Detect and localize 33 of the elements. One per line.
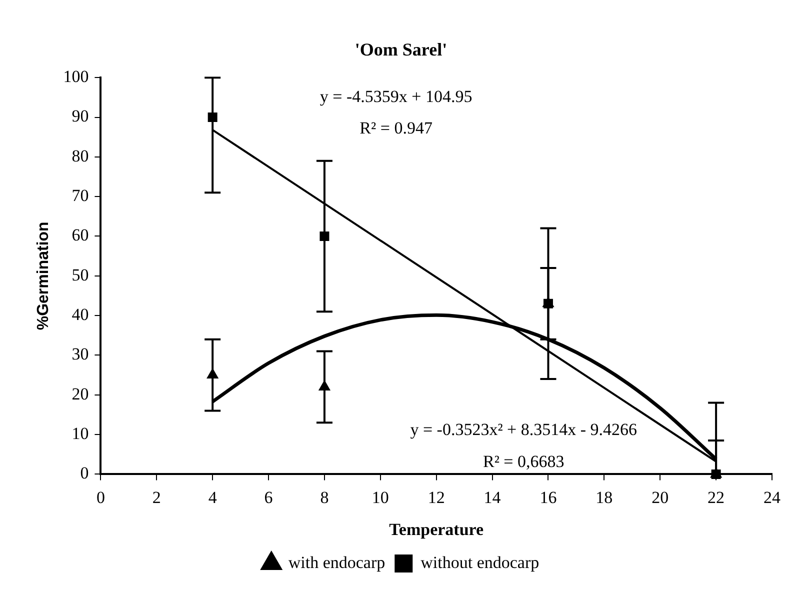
chart-title: 'Oom Sarel': [354, 39, 448, 60]
y-tick-label: 10: [72, 424, 89, 444]
y-tick-label: 60: [72, 226, 89, 245]
annotation: R² = 0.947: [360, 118, 433, 138]
x-tick-label: 0: [96, 488, 105, 507]
y-tick-label: 90: [72, 106, 89, 126]
legend-label: without endocarp: [420, 552, 540, 572]
x-tick-label: 24: [764, 488, 781, 507]
annotation: y = -0.3523x² + 8.3514x - 9.4266: [410, 420, 638, 440]
y-tick-label: 100: [63, 67, 89, 86]
x-tick-label: 8: [320, 488, 329, 507]
y-tick-label: 70: [72, 186, 89, 206]
x-tick-label: 16: [540, 488, 557, 507]
y-tick-label: 30: [72, 344, 89, 364]
legend-label: with endocarp: [288, 552, 386, 572]
x-tick-label: 6: [264, 488, 273, 507]
x-tick-label: 14: [484, 488, 502, 507]
y-tick-label: 0: [80, 464, 89, 483]
y-tick-label: 20: [72, 384, 89, 404]
y-axis-title: %Germination: [35, 222, 52, 330]
y-tick-label: 50: [72, 265, 89, 284]
x-tick-label: 20: [652, 488, 669, 507]
y-tick-label: 40: [72, 305, 89, 324]
x-tick-label: 2: [152, 488, 161, 507]
x-tick-label: 12: [428, 488, 445, 507]
annotation: y = -4.5359x + 104.95: [320, 86, 472, 106]
x-tick-label: 18: [596, 488, 613, 507]
x-tick-label: 4: [208, 488, 218, 507]
x-tick-label: 10: [372, 488, 389, 507]
y-tick-label: 80: [72, 146, 89, 166]
x-axis-title: Temperature: [389, 520, 484, 540]
x-tick-label: 22: [708, 488, 725, 507]
annotation: R² = 0,6683: [482, 452, 564, 471]
